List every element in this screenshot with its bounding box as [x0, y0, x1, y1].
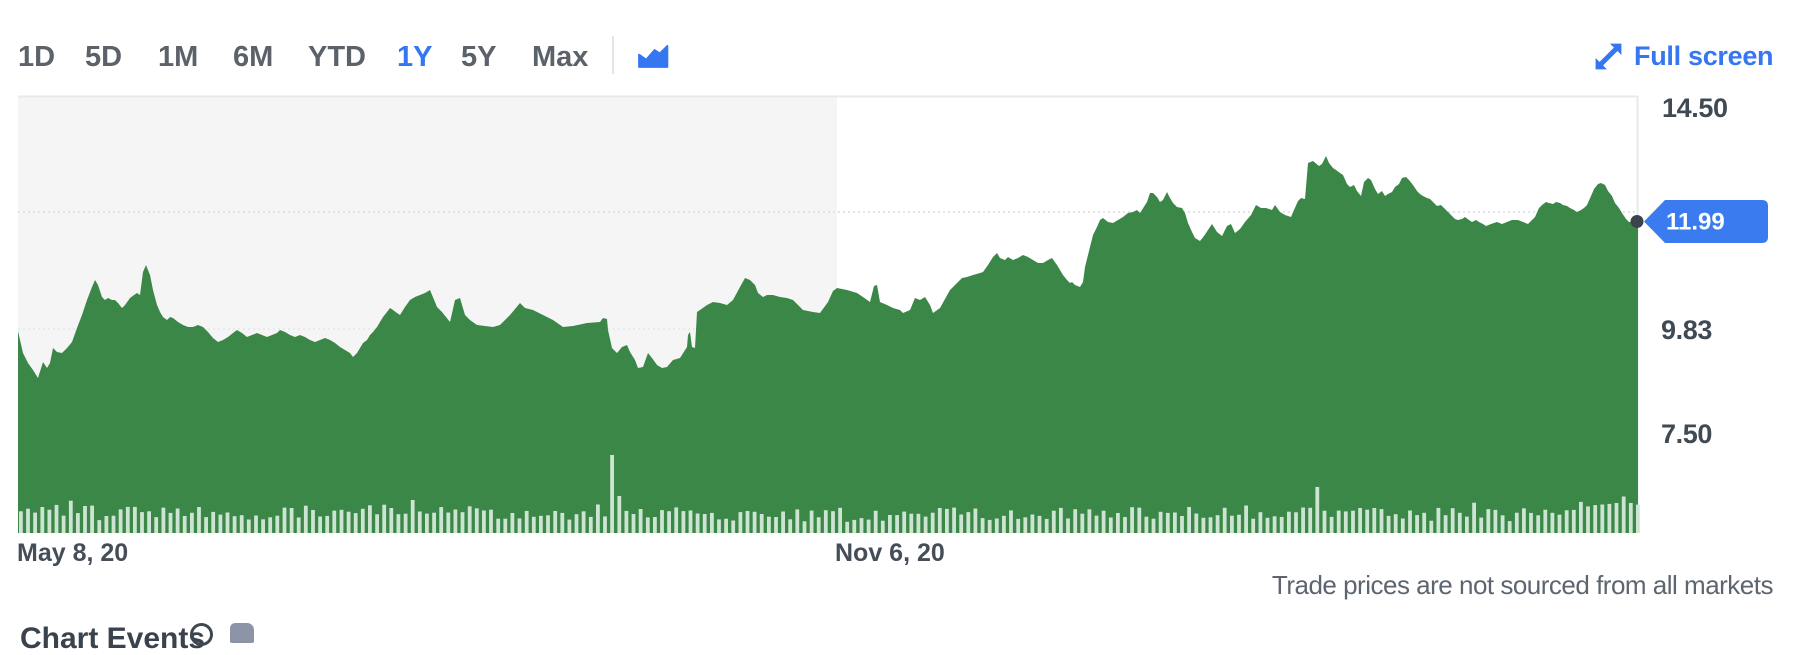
svg-text:11.99: 11.99	[1666, 209, 1725, 236]
